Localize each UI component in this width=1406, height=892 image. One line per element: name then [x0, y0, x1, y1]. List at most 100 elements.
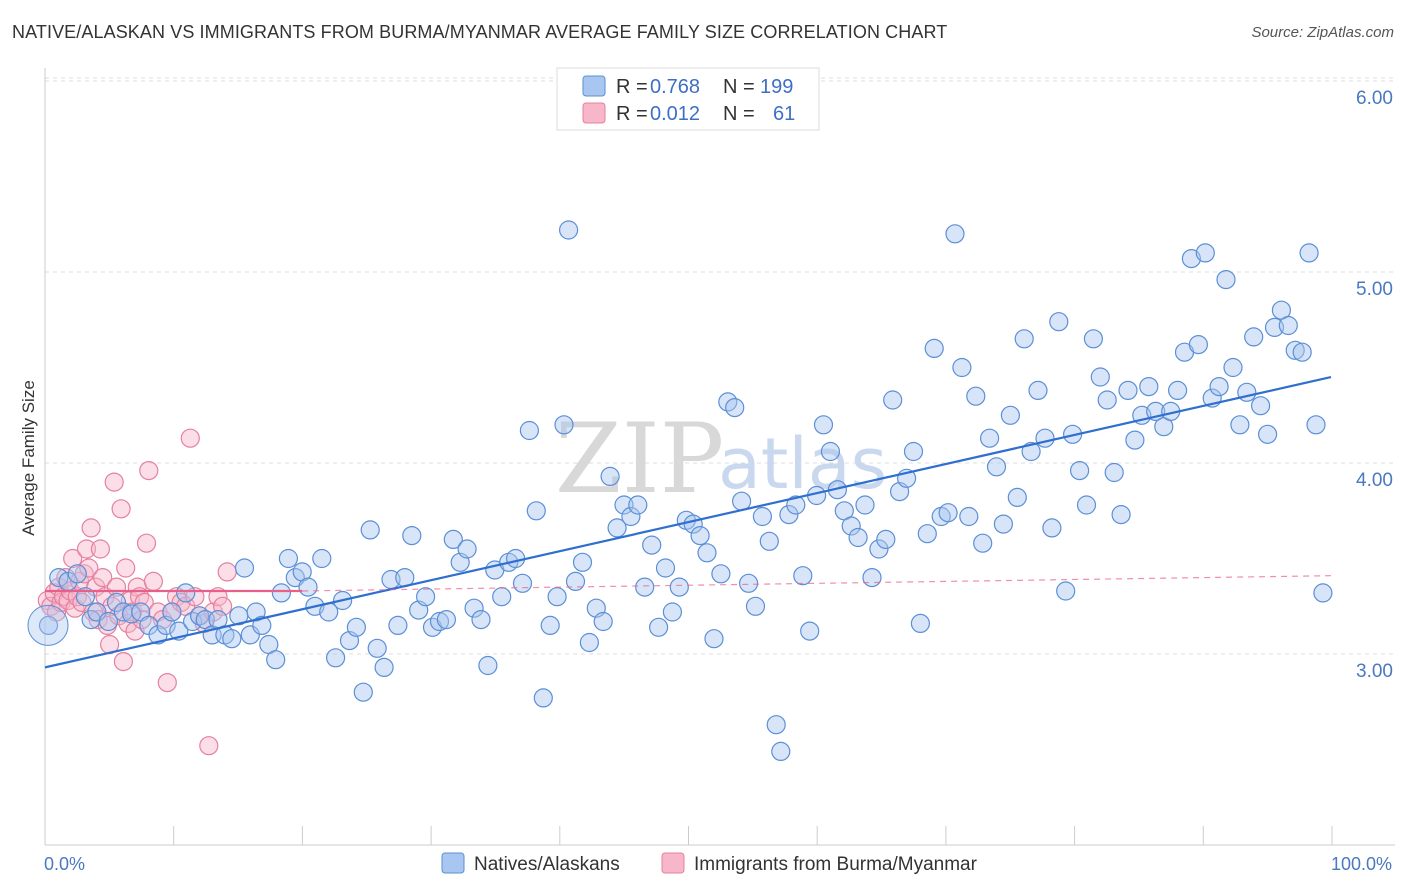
data-point-immigrants: [104, 472, 124, 492]
data-point-natives: [579, 632, 600, 653]
trend-line-natives: [44, 375, 1332, 669]
data-point-natives: [600, 466, 620, 486]
data-point-natives: [669, 577, 689, 597]
data-point-natives: [704, 629, 724, 649]
data-point-natives: [1111, 504, 1131, 525]
y-tick-labels: 3.00 4.00 5.00 6.00: [1356, 88, 1393, 682]
data-point-natives: [607, 518, 627, 538]
data-point-natives: [565, 571, 586, 592]
data-point-natives-large: [27, 604, 69, 646]
data-point-natives: [759, 531, 779, 551]
data-point-natives: [1306, 415, 1326, 435]
data-point-natives: [402, 525, 422, 546]
data-point-natives: [1167, 380, 1188, 400]
data-point-natives: [38, 615, 59, 636]
data-point-natives: [973, 533, 993, 553]
data-point-natives: [855, 495, 875, 515]
data-point-natives: [1056, 581, 1076, 601]
legend-swatch-natives: [582, 75, 606, 97]
data-point-immigrants: [136, 533, 157, 553]
data-point-natives: [642, 535, 662, 555]
data-point-natives: [993, 514, 1014, 534]
data-point-natives: [519, 420, 540, 441]
legend-r-value-immigrants: 0.012: [650, 103, 700, 125]
data-point-natives: [1264, 317, 1285, 337]
data-point-immigrants: [76, 539, 97, 559]
data-point-natives: [1083, 329, 1104, 349]
legend-n-value-immigrants: 61: [773, 103, 795, 125]
data-point-natives: [1035, 428, 1055, 448]
data-point-natives: [959, 506, 979, 527]
data-point-natives: [429, 611, 450, 632]
data-point-natives: [374, 657, 394, 678]
data-point-natives: [745, 596, 766, 616]
data-point-natives: [1250, 396, 1271, 416]
data-point-immigrants: [199, 736, 219, 756]
data-point-natives: [766, 715, 786, 735]
legend-n-label-natives: N =: [723, 76, 755, 98]
data-point-natives: [190, 606, 210, 626]
data-point-natives: [312, 548, 332, 569]
data-point-natives: [67, 564, 87, 584]
data-point-natives: [952, 357, 972, 378]
data-point-immigrants: [113, 651, 134, 672]
data-point-natives: [1090, 367, 1110, 387]
y-tick-label: 5.00: [1356, 279, 1393, 300]
data-point-immigrants: [93, 567, 113, 588]
legend-r-label-immigrants: R =: [616, 103, 648, 125]
data-point-natives: [1278, 315, 1298, 336]
data-point-natives: [478, 655, 498, 676]
data-point-natives: [966, 386, 986, 406]
data-point-natives: [1139, 377, 1159, 397]
data-point-natives: [1292, 342, 1312, 362]
data-point-natives: [1014, 329, 1034, 349]
data-point-natives: [1257, 424, 1278, 444]
data-point-natives: [512, 573, 533, 593]
data-point-natives: [731, 491, 752, 511]
data-point-natives: [1188, 335, 1209, 355]
stats-legend: R = 0.768 N = 199 R = 0.012 N = 61: [556, 67, 820, 131]
data-point-natives: [697, 543, 717, 563]
x-tick-label-min: 0.0%: [44, 854, 85, 874]
data-point-natives: [1069, 461, 1090, 481]
data-point-natives: [1223, 357, 1243, 378]
data-point-immigrants: [157, 672, 177, 693]
data-point-natives: [917, 524, 937, 544]
data-point-natives: [1021, 441, 1041, 462]
data-point-natives: [443, 529, 463, 550]
data-point-natives: [353, 682, 373, 702]
data-point-natives: [938, 503, 958, 523]
data-point-natives: [113, 602, 134, 622]
y-tick-label: 6.00: [1356, 88, 1393, 109]
data-point-natives: [234, 558, 255, 578]
legend-r-value-natives: 0.768: [650, 76, 700, 98]
data-point-natives: [464, 598, 484, 618]
data-point-natives: [278, 548, 298, 569]
data-point-natives: [841, 516, 861, 536]
data-point-immigrants: [79, 558, 99, 578]
data-point-natives: [924, 338, 944, 358]
y-tick-label: 3.00: [1356, 661, 1393, 682]
data-point-natives: [1104, 462, 1124, 483]
data-point-natives: [1313, 583, 1333, 603]
watermark-atlas: atlas: [718, 423, 887, 505]
data-point-natives: [222, 629, 242, 649]
data-point-natives: [326, 648, 346, 668]
data-point-natives: [820, 441, 841, 462]
series-natives-points: [27, 220, 1333, 762]
chart-title: NATIVE/ALASKAN VS IMMIGRANTS FROM BURMA/…: [12, 22, 948, 42]
x-tick-label-max: 100.0%: [1331, 854, 1392, 874]
data-point-natives: [298, 577, 318, 597]
data-point-natives: [655, 558, 676, 578]
data-point-natives: [979, 428, 1000, 448]
data-point-natives: [1125, 430, 1145, 450]
data-point-natives: [1042, 518, 1062, 538]
data-point-natives: [1118, 380, 1138, 400]
data-point-natives: [800, 621, 820, 641]
data-point-natives: [725, 398, 745, 418]
data-point-immigrants: [81, 518, 101, 538]
series-legend: Natives/Alaskans Immigrants from Burma/M…: [441, 852, 978, 875]
data-point-immigrants: [217, 562, 237, 582]
legend-n-label-immigrants: N =: [723, 103, 755, 125]
